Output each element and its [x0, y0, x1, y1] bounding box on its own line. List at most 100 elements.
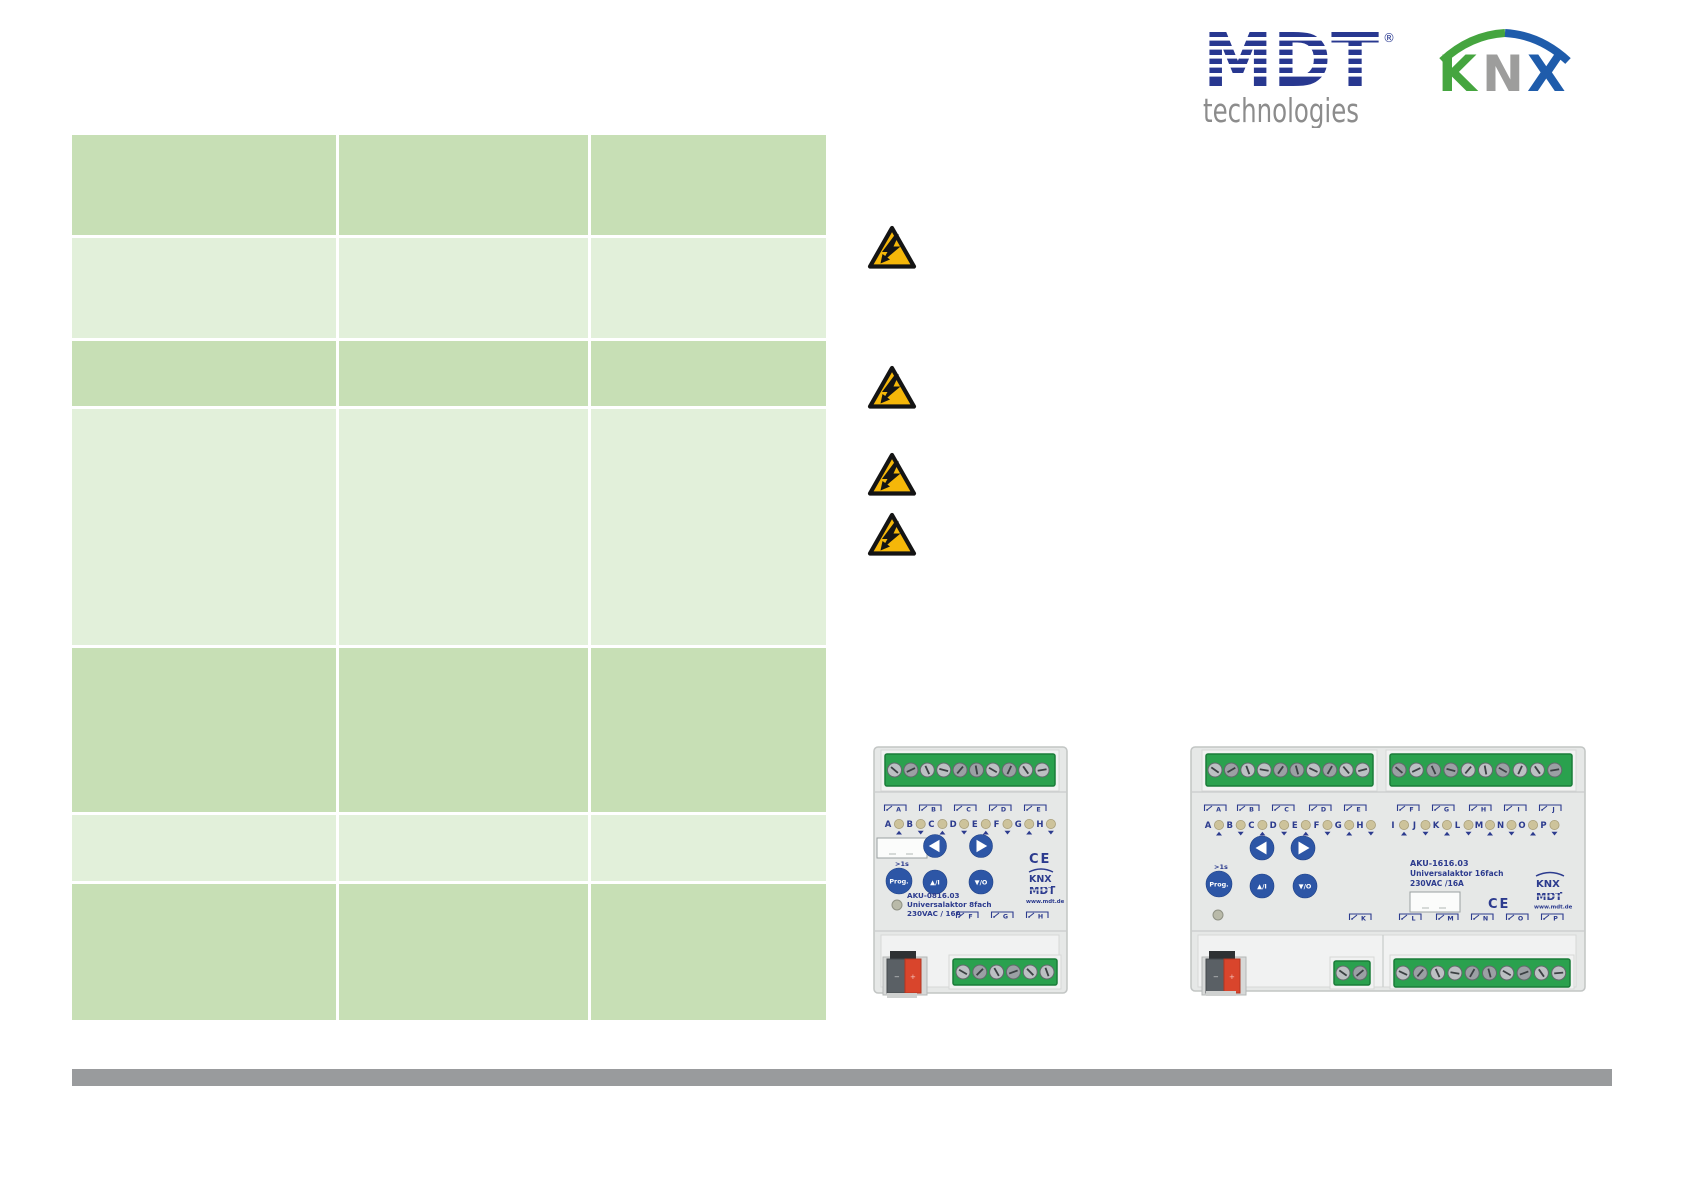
electrical-hazard-icon: [867, 225, 917, 270]
electrical-hazard-icon: [867, 512, 917, 557]
svg-text:D: D: [1270, 821, 1277, 831]
svg-text:O: O: [1518, 821, 1525, 831]
svg-text:A: A: [1205, 821, 1212, 831]
spec-table: [72, 135, 826, 1020]
table-cell: [339, 884, 588, 1020]
device-url: www.mdt.de: [1026, 899, 1065, 905]
svg-text:P: P: [1540, 821, 1546, 831]
table-cell: [72, 815, 336, 881]
mdt-registered-mark: ®: [1383, 31, 1395, 45]
table-cell: [339, 409, 588, 645]
on-button: ▲/I: [1249, 873, 1275, 899]
right-arrow-button: [969, 834, 993, 858]
svg-text:F: F: [994, 820, 1000, 830]
knx-letter-n: N: [1482, 45, 1524, 95]
svg-text:P: P: [1553, 915, 1558, 922]
left-arrow-button: [1249, 835, 1275, 861]
knx-mark: KNX: [1536, 879, 1560, 890]
mdt-mark: MDT: [1536, 891, 1563, 903]
relay-symbol: C: [953, 804, 977, 813]
device-model: AKU-1616.03: [1410, 859, 1469, 868]
knx-arc: [1028, 868, 1054, 873]
relay-symbol: D: [988, 804, 1012, 813]
svg-text:F: F: [968, 913, 972, 920]
channel-led-row: A B C D E F G H I J K L M N O P: [1205, 820, 1560, 836]
rail-clip: [887, 993, 917, 998]
relay-symbol: B: [918, 804, 942, 813]
svg-text:E: E: [1036, 806, 1040, 813]
prog-button: Prog.: [885, 867, 913, 895]
svg-text:G: G: [1444, 806, 1449, 813]
svg-text:+: +: [1229, 973, 1235, 981]
knx-arc-blue: [1504, 29, 1571, 64]
table-cell: [339, 815, 588, 881]
relay-symbol: H: [1468, 804, 1492, 813]
table-cell: [72, 409, 336, 645]
relay-symbol: L: [1398, 913, 1422, 922]
table-cell: [591, 884, 826, 1020]
table-cell: [72, 135, 336, 235]
table-cell: [339, 341, 588, 406]
svg-text:−: −: [894, 973, 900, 981]
device-name: Universalaktor 16fach: [1410, 869, 1503, 878]
svg-text:+: +: [910, 973, 916, 981]
terminal-screws: [1335, 965, 1567, 981]
svg-text:D: D: [1321, 806, 1326, 813]
svg-text:Prog.: Prog.: [1209, 881, 1228, 889]
svg-text:L: L: [1455, 821, 1461, 831]
relay-symbol: E: [1023, 804, 1047, 813]
table-cell: [591, 135, 826, 235]
knx-letter-x: X: [1527, 45, 1566, 95]
svg-text:G: G: [1003, 913, 1008, 920]
svg-text:C: C: [1284, 806, 1289, 813]
svg-text:K: K: [1361, 915, 1367, 922]
relay-symbol: E: [1343, 804, 1367, 813]
relay-symbol: F: [1396, 804, 1420, 813]
relay-symbol: A: [883, 804, 907, 813]
svg-text:▲/I: ▲/I: [1257, 883, 1267, 891]
ce-mark: CE: [1029, 852, 1051, 867]
svg-text:A: A: [885, 820, 892, 830]
svg-text:M: M: [1447, 915, 1453, 922]
relay-symbol: A: [1203, 804, 1227, 813]
svg-text:H: H: [1481, 806, 1486, 813]
mdt-logo-text: MDT: [1203, 26, 1379, 104]
table-cell: [339, 648, 588, 812]
svg-text:J: J: [1551, 806, 1554, 813]
table-cell: [591, 238, 826, 338]
knx-bus-connector: − +: [1201, 951, 1247, 996]
mdt-mark: MDT: [1029, 885, 1056, 897]
svg-text:C: C: [966, 806, 971, 813]
relay-symbol: O: [1505, 913, 1529, 922]
svg-text:Prog.: Prog.: [889, 878, 908, 886]
table-cell: [72, 341, 336, 406]
device-photo-aku-1616: A B C D E F G H I J A B C D E F G H I J …: [1190, 745, 1587, 1003]
prog-hint: >1s: [895, 860, 909, 868]
svg-text:I: I: [1391, 821, 1394, 831]
mdt-logo: MDT ® technologies: [1201, 18, 1399, 133]
relay-symbol: H: [1025, 911, 1049, 920]
svg-text:B: B: [1226, 821, 1232, 831]
relay-symbol: I: [1503, 804, 1527, 813]
terminal-screws: [955, 964, 1055, 980]
rail-clip: [1206, 991, 1236, 996]
svg-text:H: H: [1356, 821, 1363, 831]
svg-text:A: A: [1216, 806, 1221, 813]
table-cell: [591, 648, 826, 812]
svg-text:O: O: [1518, 915, 1524, 922]
relay-symbol: C: [1271, 804, 1295, 813]
channel-led-row: A B C D E F G H: [885, 819, 1056, 835]
svg-text:F: F: [1409, 806, 1413, 813]
status-led: [1212, 909, 1224, 921]
svg-text:D: D: [950, 820, 957, 830]
relay-symbol: J: [1538, 804, 1562, 813]
label-window: [876, 837, 928, 859]
svg-text:G: G: [1015, 820, 1022, 830]
mdt-logo-subtitle: technologies: [1203, 91, 1359, 128]
svg-text:C: C: [928, 820, 934, 830]
relay-symbol: K: [1348, 913, 1372, 922]
relay-symbol: G: [1431, 804, 1455, 813]
svg-text:M: M: [1475, 821, 1483, 831]
relay-symbol: D: [1308, 804, 1332, 813]
